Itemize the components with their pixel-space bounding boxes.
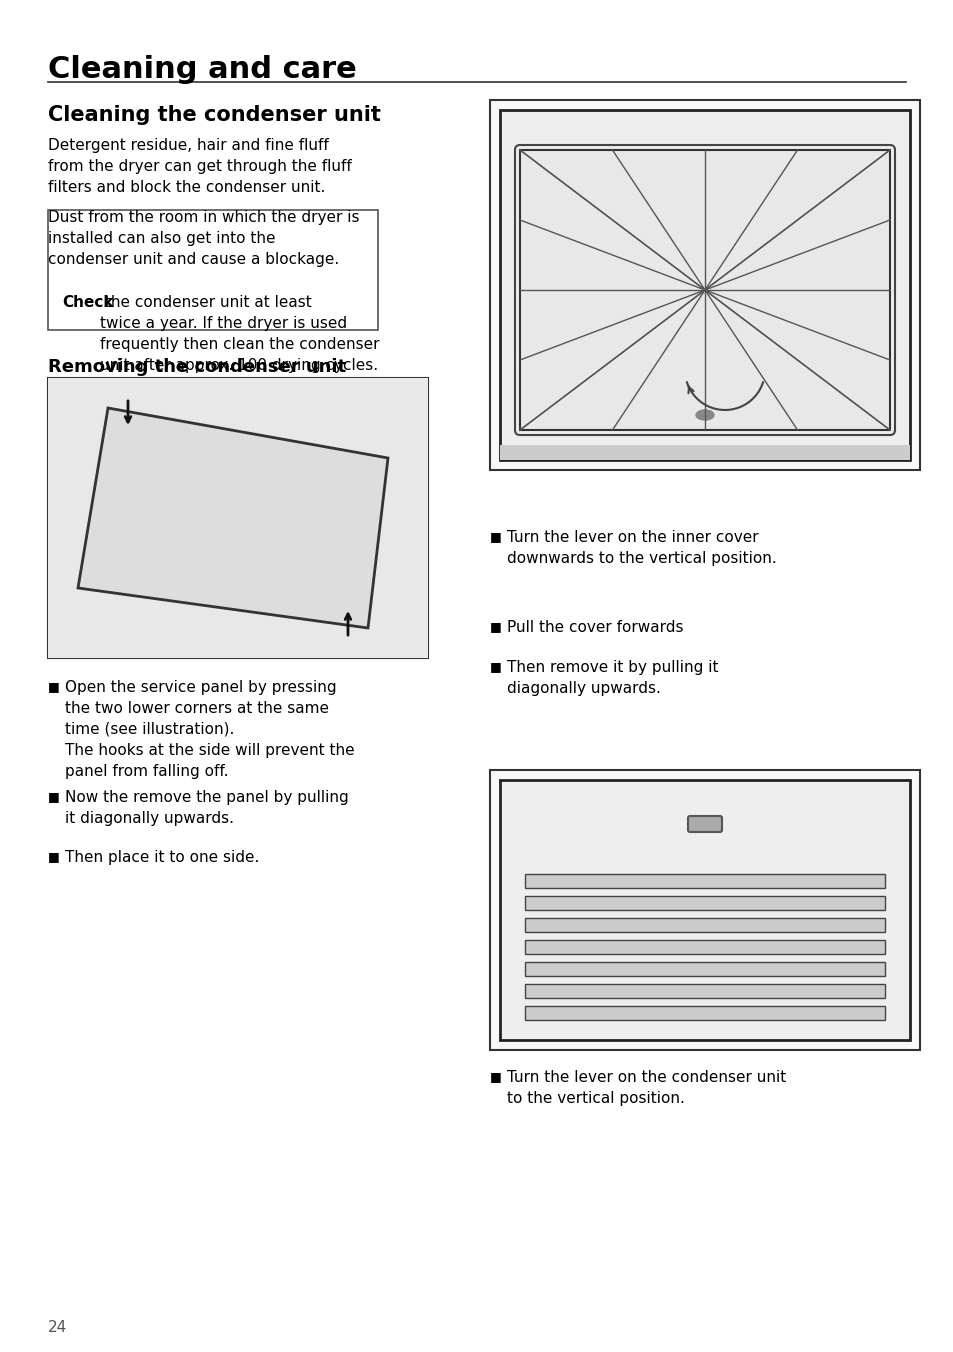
Bar: [490, 100, 919, 470]
Bar: [524, 873, 884, 888]
Text: Now the remove the panel by pulling
it diagonally upwards.: Now the remove the panel by pulling it d…: [65, 790, 349, 826]
Bar: [524, 896, 884, 910]
Polygon shape: [78, 408, 388, 627]
Text: Detergent residue, hair and fine fluff
from the dryer can get through the fluff
: Detergent residue, hair and fine fluff f…: [48, 138, 352, 195]
Bar: [519, 150, 889, 430]
Text: ■: ■: [490, 1069, 501, 1083]
Text: Open the service panel by pressing
the two lower corners at the same
time (see i: Open the service panel by pressing the t…: [65, 680, 355, 779]
FancyBboxPatch shape: [48, 210, 377, 330]
Bar: [48, 379, 428, 658]
Bar: [499, 110, 909, 460]
Text: the condenser unit at least
twice a year. If the dryer is used
frequently then c: the condenser unit at least twice a year…: [100, 295, 379, 373]
Text: ■: ■: [48, 680, 60, 694]
Text: Dust from the room in which the dryer is
installed can also get into the
condens: Dust from the room in which the dryer is…: [48, 210, 359, 266]
Ellipse shape: [696, 410, 713, 420]
Text: Then remove it by pulling it
diagonally upwards.: Then remove it by pulling it diagonally …: [506, 660, 718, 696]
Bar: [524, 984, 884, 998]
Bar: [499, 445, 909, 460]
Bar: [499, 780, 909, 1040]
Text: Pull the cover forwards: Pull the cover forwards: [506, 621, 682, 635]
Text: ■: ■: [48, 850, 60, 863]
Bar: [524, 963, 884, 976]
Text: ■: ■: [490, 660, 501, 673]
Text: ■: ■: [490, 621, 501, 633]
Bar: [524, 918, 884, 932]
Text: Turn the lever on the inner cover
downwards to the vertical position.: Turn the lever on the inner cover downwa…: [506, 530, 776, 566]
Text: ■: ■: [490, 530, 501, 544]
Text: Check: Check: [62, 295, 113, 310]
Bar: [490, 771, 919, 1051]
Text: 24: 24: [48, 1320, 67, 1334]
Text: Turn the lever on the condenser unit
to the vertical position.: Turn the lever on the condenser unit to …: [506, 1069, 785, 1106]
Bar: [48, 379, 428, 658]
FancyBboxPatch shape: [687, 817, 721, 831]
Text: Removing the condenser unit: Removing the condenser unit: [48, 358, 346, 376]
Text: ■: ■: [48, 790, 60, 803]
Text: Cleaning and care: Cleaning and care: [48, 55, 356, 84]
Bar: [524, 1006, 884, 1019]
Text: Then place it to one side.: Then place it to one side.: [65, 850, 259, 865]
Text: Cleaning the condenser unit: Cleaning the condenser unit: [48, 105, 380, 124]
Bar: [524, 940, 884, 955]
